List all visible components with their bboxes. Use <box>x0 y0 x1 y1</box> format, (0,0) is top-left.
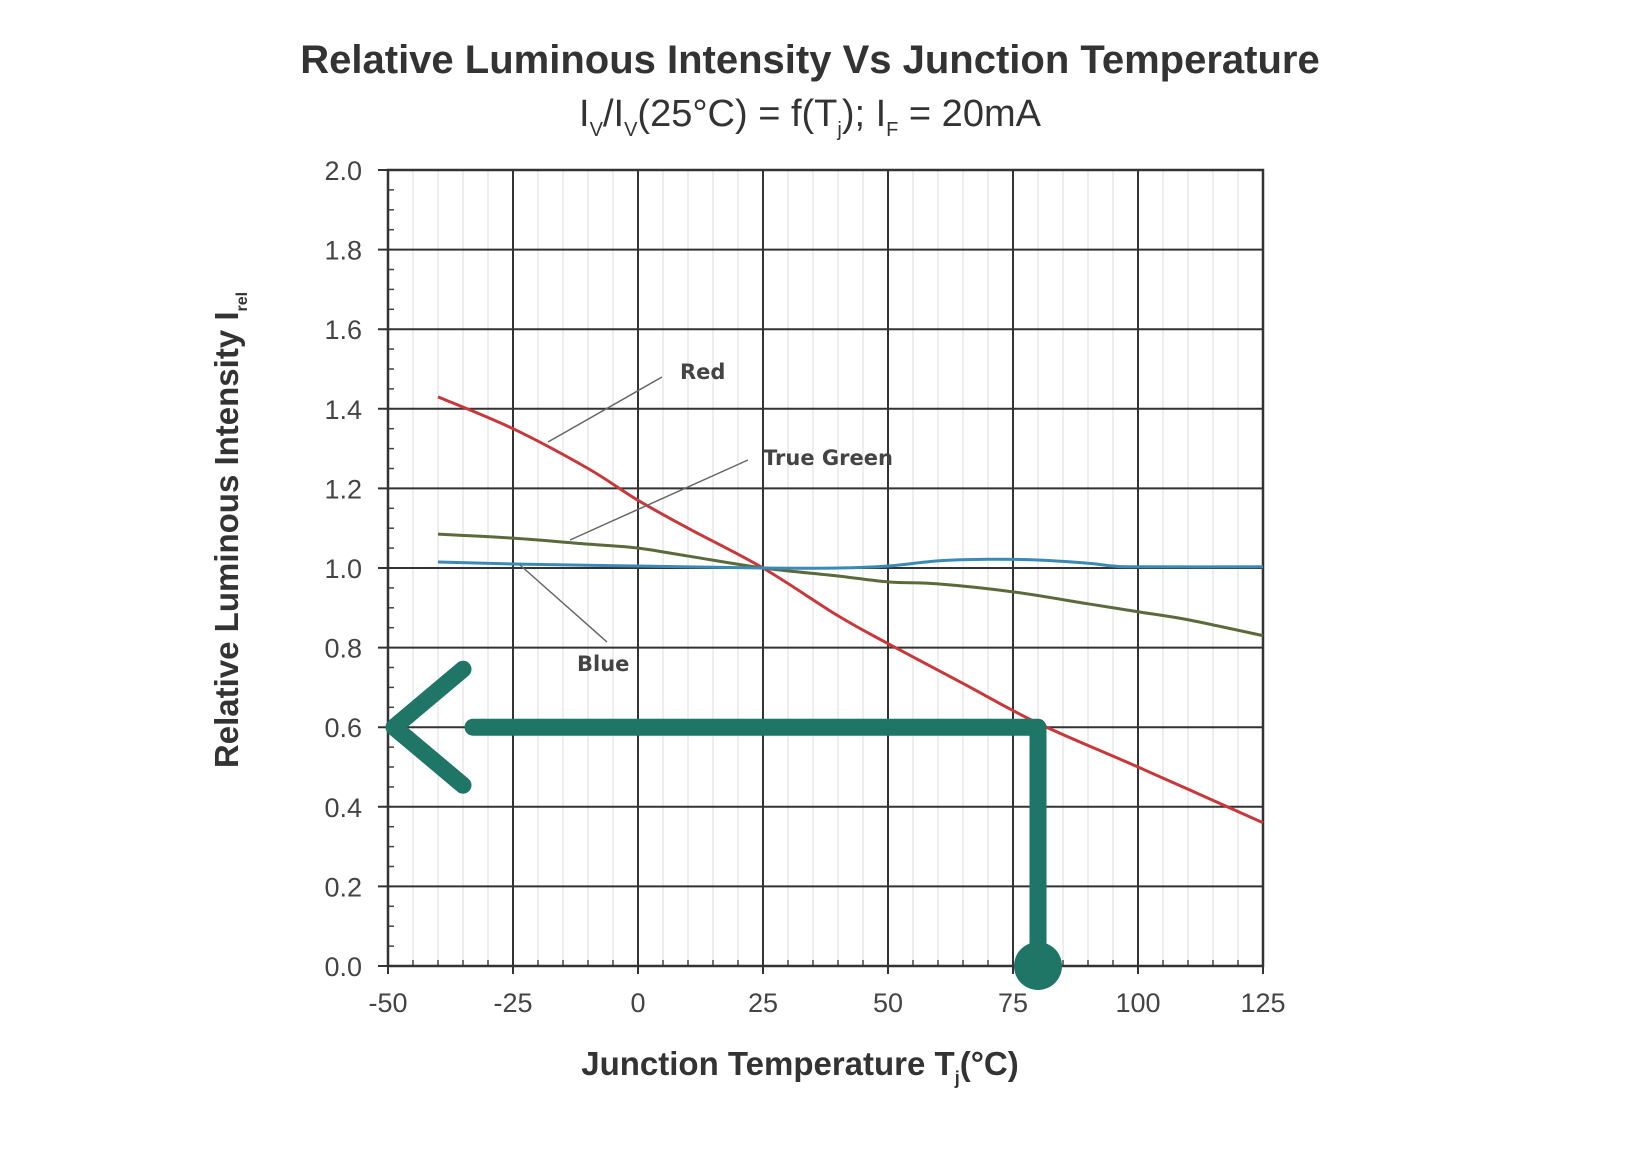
y-tick-label: 0.2 <box>324 872 362 902</box>
chart-subtitle: IV/IV(25°C) = f(Tj); IF = 20mA <box>579 93 1042 141</box>
tick-labels: -50 -25 0 25 50 75 100 125 0.0 0.2 0.4 0.6 0.8 1.0 1.2… <box>324 156 1285 1018</box>
blue-leader-line <box>519 564 608 643</box>
y-tick-label: 0.0 <box>324 952 362 982</box>
y-tick-label: 0.6 <box>324 713 362 743</box>
arrow-path <box>464 718 1047 975</box>
y-tick-label: 1.2 <box>324 474 362 504</box>
curve-labels: Red True Green Blue <box>519 360 893 676</box>
y-tick-label: 1.8 <box>324 236 362 266</box>
y-tick-label: 2.0 <box>324 156 362 186</box>
x-tick-label: 125 <box>1240 988 1285 1018</box>
y-tick-label: 1.6 <box>324 315 362 345</box>
series-true-green <box>437 532 1264 638</box>
x-tick-label: 75 <box>998 988 1028 1018</box>
y-tick-label: 0.4 <box>324 793 362 823</box>
label-blue: Blue <box>577 652 629 676</box>
y-tick-label: 0.8 <box>324 634 362 664</box>
series-red <box>437 395 1264 825</box>
x-tick-label: 100 <box>1115 988 1160 1018</box>
series-blue <box>437 557 1264 570</box>
x-tick-label: 0 <box>630 988 645 1018</box>
y-tick-label: 1.4 <box>324 395 362 425</box>
x-axis-label: Junction Temperature Tj(°C) <box>581 1045 1018 1088</box>
x-tick-label: -25 <box>493 988 532 1018</box>
label-red: Red <box>680 360 725 384</box>
y-tick-label: 1.0 <box>324 554 362 584</box>
start-dot <box>1014 942 1062 990</box>
x-tick-label: 50 <box>873 988 903 1018</box>
y-axis-label: Relative Luminous Intensity Irel <box>208 292 251 768</box>
label-true-green: True Green <box>763 446 893 470</box>
curves <box>437 395 1264 825</box>
chart-title: Relative Luminous Intensity Vs Junction … <box>300 38 1319 82</box>
green-leader-line <box>569 459 749 541</box>
reading-arrow-annotation <box>385 660 1062 990</box>
arrowhead-icon <box>385 660 472 794</box>
grid <box>378 168 1265 974</box>
x-tick-label: -50 <box>368 988 407 1018</box>
x-tick-label: 25 <box>748 988 778 1018</box>
red-leader-line <box>547 376 663 443</box>
